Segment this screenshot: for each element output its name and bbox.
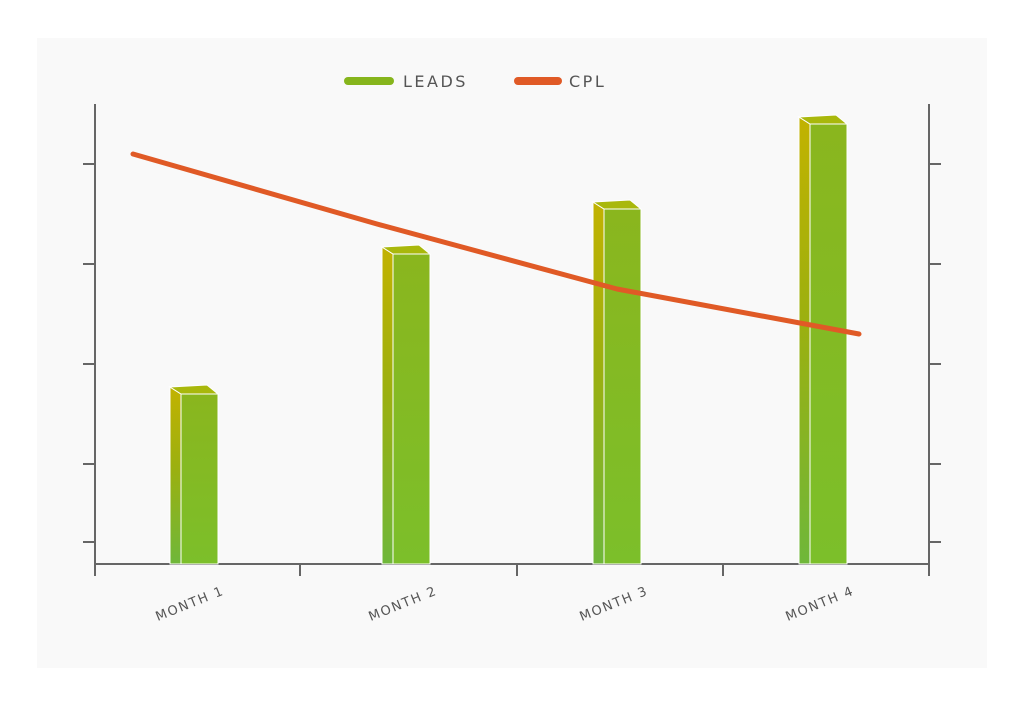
bar-month-3 [591, 199, 643, 565]
bar-front-face [392, 253, 431, 565]
bar-month-1 [168, 384, 220, 565]
bar-side-face [798, 116, 811, 565]
cpl-line [130, 151, 862, 337]
legend-item-cpl: CPL [514, 72, 606, 91]
x-axis-labels: MONTH 1 MONTH 2 MONTH 3 MONTH 4 [154, 584, 857, 625]
legend-item-leads: LEADS [344, 72, 468, 91]
chart-panel: LEADS CPL MONTH 1 MONTH 2 MONTH 3 MONTH 4 [37, 38, 987, 668]
bar-side-face [592, 201, 605, 565]
x-tick-label: MONTH 4 [784, 584, 857, 625]
bar-front-face [603, 208, 642, 565]
x-tick-label: MONTH 3 [578, 584, 651, 625]
legend-label-cpl: CPL [569, 72, 606, 91]
leads-bars [168, 114, 849, 565]
bar-month-2 [380, 244, 432, 565]
bar-front-face [809, 123, 848, 565]
bar-front-face [180, 393, 219, 565]
bar-side-face [381, 246, 394, 565]
cpl-line-layer [130, 151, 862, 337]
bar-top-face [797, 114, 849, 125]
combo-chart: LEADS CPL MONTH 1 MONTH 2 MONTH 3 MONTH 4 [83, 72, 941, 625]
bar-side-face [169, 386, 182, 565]
x-tick-label: MONTH 1 [154, 584, 227, 625]
bar-top-face [380, 244, 432, 255]
axes [83, 104, 941, 576]
bar-month-4 [797, 114, 849, 565]
bar-top-face [591, 199, 643, 210]
bar-top-face [168, 384, 220, 395]
legend: LEADS CPL [344, 72, 606, 91]
x-tick-label: MONTH 2 [367, 584, 440, 625]
legend-label-leads: LEADS [403, 72, 468, 91]
